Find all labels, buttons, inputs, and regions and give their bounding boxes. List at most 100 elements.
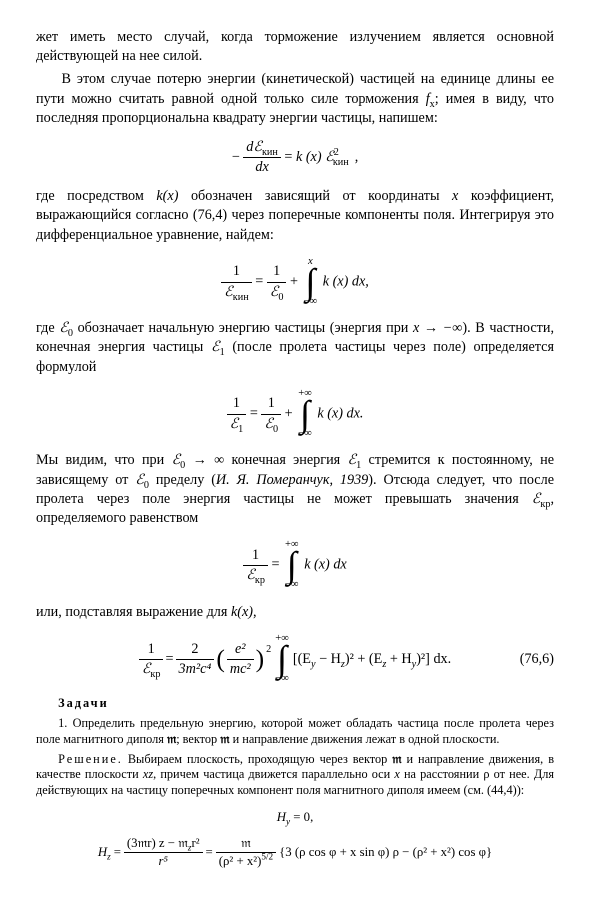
sub: 0 <box>278 291 283 302</box>
frac-l: 1 ℰкр <box>139 640 164 679</box>
integral: +∞ ∫ −∞ <box>298 387 312 442</box>
rhs: = 0, <box>290 810 313 824</box>
equation-2: 1 ℰкин = 1 ℰ0 + x ∫ −∞ k (x) dx, <box>36 255 554 310</box>
int-sym: ∫ <box>298 401 312 427</box>
rparen: ) <box>256 642 265 677</box>
den: r⁵ <box>124 853 203 869</box>
sub: кин <box>262 147 278 158</box>
sub: кр <box>540 499 550 510</box>
var-e1: ℰ <box>348 452 357 468</box>
den: mc² <box>227 660 254 679</box>
den-base: (ρ² + x²) <box>219 854 262 868</box>
var-m: 𝔪 <box>220 732 229 746</box>
var-m: 𝔪 <box>392 752 401 766</box>
para-3: где посредством k(x) обозначен зависящий… <box>36 187 554 245</box>
text: Мы видим, что при <box>36 452 172 468</box>
equation-7: Hz = (3𝔪r) z − 𝔪zr² r⁵ = 𝔪 (ρ² + x²)5/2 … <box>36 835 554 869</box>
solution-para: Решение. Выбираем плоскость, проходящую … <box>36 752 554 799</box>
equals: = <box>114 844 121 860</box>
para-4: где ℰ0 обозначает начальную энергию част… <box>36 319 554 377</box>
num: 1 <box>267 262 287 282</box>
minus: − <box>232 149 240 165</box>
frac-l: 1 ℰкр <box>243 546 268 585</box>
int-sym: ∫ <box>275 646 289 672</box>
text: )²] dx. <box>416 651 451 667</box>
den: dx <box>243 158 281 177</box>
frac-3: e² mc² <box>227 640 254 679</box>
lhs: H <box>98 845 107 859</box>
sub: кин <box>233 291 249 302</box>
equals: = <box>165 650 173 669</box>
sub: кр <box>255 575 265 586</box>
var-e0: ℰ <box>172 452 181 468</box>
arrow: → ∞ <box>185 452 224 468</box>
para-5: Мы видим, что при ℰ0 → ∞ конечная энерги… <box>36 451 554 528</box>
lparen: ( <box>216 642 225 677</box>
num: 1 <box>227 394 247 414</box>
text: пределу ( <box>149 472 216 488</box>
text: и направление движения лежат в одной пло… <box>230 732 500 746</box>
para-2: В этом случае потерю энергии (кинетическ… <box>36 70 554 128</box>
equation-6: Hy = 0, <box>36 809 554 825</box>
integral: x ∫ −∞ <box>304 255 318 310</box>
rhs: k (x) ℰ <box>296 149 334 165</box>
var-e1: ℰ <box>211 339 220 355</box>
equals: = <box>206 844 213 860</box>
tasks-heading: Задачи <box>36 696 554 712</box>
equation-3: 1 ℰ1 = 1 ℰ0 + +∞ ∫ −∞ k (x) dx. <box>36 387 554 442</box>
var-xz: xz <box>143 767 153 781</box>
integral: +∞ ∫ −∞ <box>275 632 289 687</box>
text: где посредством <box>36 188 156 204</box>
comma: , <box>355 149 359 165</box>
int-sym: ∫ <box>285 552 299 578</box>
int-bot: −∞ <box>275 672 289 686</box>
var-e0b: ℰ <box>135 472 144 488</box>
integrand: k (x) dx, <box>323 273 369 289</box>
integrand: k (x) dx <box>304 557 347 573</box>
den-e: ℰ <box>246 567 255 583</box>
sub: кр <box>150 669 160 680</box>
var-m: 𝔪 <box>167 732 176 746</box>
lhs: H <box>277 810 286 824</box>
num: 1 <box>243 546 268 566</box>
frac-m: 1 ℰ0 <box>261 394 281 433</box>
num: 1 <box>261 394 281 414</box>
plus: + <box>285 405 297 421</box>
num: 1 <box>221 262 252 282</box>
equals: = <box>271 557 283 573</box>
body: {3 (ρ cos φ + x sin φ) ρ − (ρ² + x²) cos… <box>279 844 492 860</box>
var-kx: k(x) <box>231 604 253 620</box>
tasks-title: Задачи <box>58 696 109 710</box>
frac-2: 2 3m²c⁴ <box>176 640 215 679</box>
frac-l: 1 ℰкин <box>221 262 252 301</box>
frac-1: (3𝔪r) z − 𝔪zr² r⁵ <box>124 835 203 869</box>
task-1: 1. Определить предельную энергию, которо… <box>36 716 554 747</box>
plus: + <box>290 273 302 289</box>
equals: = <box>255 273 267 289</box>
sub: 1 <box>238 423 243 434</box>
var-kx: k(x) <box>156 188 178 204</box>
den-e: ℰ <box>230 416 239 432</box>
text: Выбираем плоскость, проходящую через век… <box>123 752 392 766</box>
equation-5: 1 ℰкр = 2 3m²c⁴ ( e² mc² )2 +∞ ∫ −∞ [(Ey… <box>36 632 554 687</box>
para-1: жет иметь место случай, когда торможение… <box>36 28 554 66</box>
text: − H <box>316 651 341 667</box>
den-e: ℰ <box>264 416 273 432</box>
equals: = <box>250 405 262 421</box>
num: 1 <box>139 640 164 660</box>
var-e0: ℰ <box>59 320 68 336</box>
solution-label: Решение. <box>58 752 123 766</box>
text: )² + (E <box>345 651 382 667</box>
integrand: k (x) dx. <box>317 405 363 421</box>
den: 3m²c⁴ <box>176 660 215 679</box>
num-b: r² <box>191 836 199 850</box>
num-a: (3𝔪r) z − 𝔪 <box>127 836 188 850</box>
int-bot: −∞ <box>285 578 299 592</box>
sub: z <box>107 851 111 861</box>
int-sym: ∫ <box>304 269 318 295</box>
text: , <box>253 604 257 620</box>
text: ; вектор <box>176 732 220 746</box>
text: где <box>36 320 59 336</box>
equation-4: 1 ℰкр = +∞ ∫ −∞ k (x) dx <box>36 538 554 593</box>
text: или, подставляя выражение для <box>36 604 231 620</box>
